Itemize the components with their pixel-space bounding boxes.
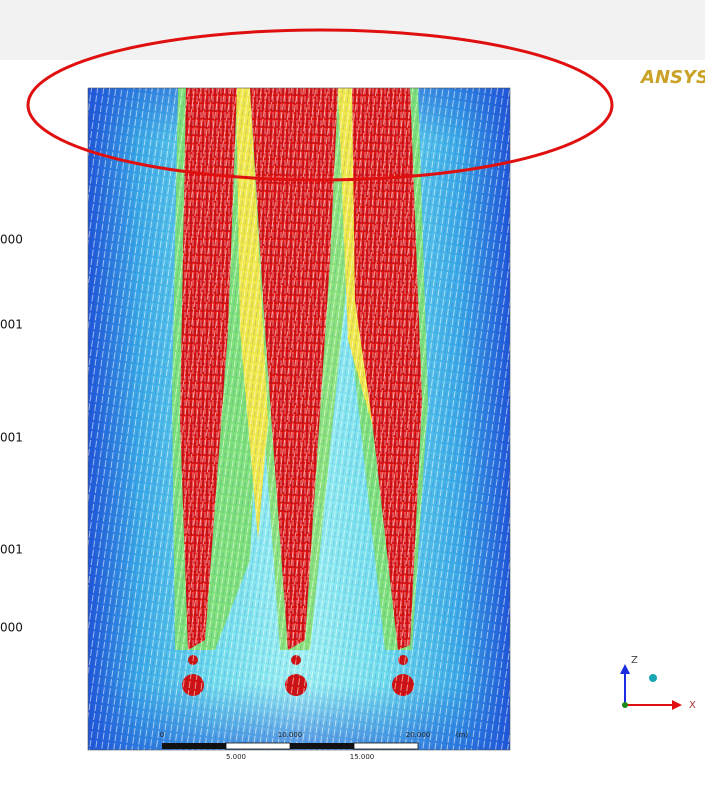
page: ANSYS 000 001 001 001 000 0 10.000 20.00… bbox=[0, 0, 705, 793]
legend-label: 001 bbox=[0, 431, 23, 445]
scale-label: 20.000 bbox=[406, 731, 431, 739]
axis-label: Z bbox=[631, 655, 638, 666]
legend-label: 001 bbox=[0, 318, 23, 332]
legend-label: 000 bbox=[0, 621, 23, 635]
scale-unit: (m) bbox=[456, 731, 469, 739]
legend: 000 001 001 001 000 bbox=[0, 233, 23, 635]
vector-plot bbox=[88, 88, 510, 750]
axis-triad: Z X bbox=[620, 655, 696, 711]
scale-label: 0 bbox=[160, 731, 164, 739]
viewer: ANSYS 000 001 001 001 000 0 10.000 20.00… bbox=[0, 0, 705, 793]
logo: ANSYS bbox=[639, 67, 705, 88]
scale-label: 5.000 bbox=[226, 753, 246, 761]
axis-label: X bbox=[689, 700, 696, 711]
legend-label: 000 bbox=[0, 233, 23, 247]
legend-label: 001 bbox=[0, 543, 23, 557]
scale-label: 10.000 bbox=[278, 731, 303, 739]
scale-label: 15.000 bbox=[350, 753, 375, 761]
